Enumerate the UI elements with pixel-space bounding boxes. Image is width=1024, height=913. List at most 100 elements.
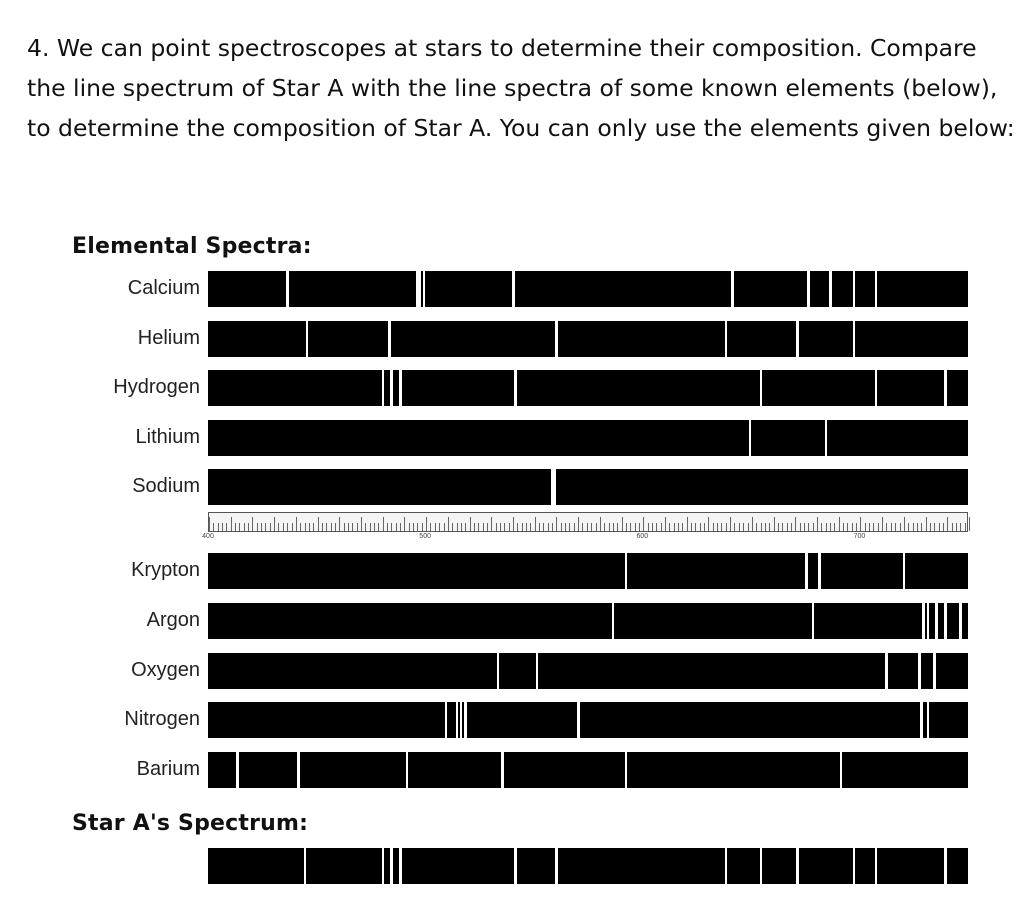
spectral-line	[388, 321, 391, 357]
spectral-line	[852, 271, 856, 307]
ruler-tick	[261, 523, 263, 531]
ruler-tick	[812, 523, 814, 531]
element-label: Nitrogen	[124, 708, 200, 730]
ruler-tick	[578, 517, 580, 531]
ruler-tick	[817, 517, 818, 531]
spectral-line	[731, 271, 734, 307]
ruler-tick	[777, 523, 779, 531]
ruler-tick	[864, 523, 866, 531]
ruler-tick	[955, 523, 957, 531]
spectral-line	[933, 653, 936, 689]
ruler-tick	[547, 523, 549, 531]
spectral-line	[852, 848, 856, 884]
spectral-line	[926, 702, 930, 738]
ruler-tick	[387, 523, 389, 531]
spectral-line	[416, 271, 419, 307]
ruler-tick	[365, 523, 367, 531]
ruler-tick	[252, 517, 254, 531]
ruler-tick	[725, 523, 727, 531]
spectral-line	[624, 553, 628, 589]
element-label: Hydrogen	[113, 376, 200, 398]
element-label: Helium	[137, 327, 200, 349]
ruler-tick	[738, 523, 740, 531]
spectral-line	[839, 752, 843, 788]
spectral-line	[501, 752, 504, 788]
ruler-tick	[621, 517, 623, 531]
ruler-tick	[256, 523, 258, 531]
ruler-label: 500	[419, 533, 431, 540]
ruler-tick	[473, 523, 475, 531]
ruler-label: 700	[853, 533, 866, 540]
ruler-tick	[287, 523, 289, 531]
spectral-line	[759, 370, 763, 406]
ruler-tick	[586, 523, 588, 531]
ruler-tick	[526, 523, 528, 531]
ruler-tick	[838, 517, 840, 531]
krypton-spectrum-bar	[208, 553, 968, 589]
spectral-line	[555, 321, 558, 357]
ruler-tick	[539, 523, 541, 531]
ruler-tick	[573, 523, 575, 531]
ruler-tick	[552, 523, 554, 531]
element-label: Lithium	[135, 426, 200, 448]
ruler-tick	[721, 523, 723, 531]
spectral-line	[918, 653, 921, 689]
elemental-spectra-title: Elemental Spectra:	[72, 234, 312, 259]
ruler-tick	[460, 523, 462, 531]
spectral-line	[624, 752, 628, 788]
ruler-tick	[782, 523, 784, 531]
ruler-tick	[834, 523, 836, 531]
spectral-line	[390, 370, 393, 406]
ruler-tick	[499, 523, 501, 531]
ruler-tick	[391, 523, 393, 531]
ruler-tick	[434, 523, 436, 531]
spectral-line	[514, 370, 517, 406]
ruler-tick	[274, 517, 276, 531]
spectral-line	[422, 271, 426, 307]
element-label: Sodium	[132, 475, 200, 497]
ruler-tick	[712, 523, 714, 531]
spectral-line	[455, 702, 459, 738]
helium-spectrum-bar	[208, 321, 968, 357]
question-text: 4. We can point spectroscopes at stars t…	[27, 34, 1015, 142]
ruler-tick	[591, 523, 593, 531]
ruler-tick	[378, 523, 380, 531]
ruler-tick	[339, 517, 341, 531]
ruler-tick	[882, 517, 884, 531]
ruler-tick	[400, 523, 402, 531]
ruler-tick	[764, 523, 766, 531]
ruler-tick	[873, 523, 875, 531]
spectral-line	[459, 702, 463, 738]
ruler-tick	[347, 523, 349, 531]
spectral-line	[305, 321, 309, 357]
ruler-tick	[426, 517, 428, 531]
ruler-tick	[565, 523, 567, 531]
spectral-line	[577, 702, 580, 738]
ruler-tick	[630, 523, 632, 531]
ruler-tick	[308, 523, 310, 531]
ruler-tick	[921, 523, 923, 531]
ruler-tick	[265, 523, 267, 531]
ruler-tick	[417, 523, 419, 531]
ruler-tick	[717, 523, 719, 531]
ruler-tick	[821, 523, 823, 531]
ruler-tick	[612, 523, 614, 531]
ruler-tick	[430, 523, 432, 531]
ruler-tick	[790, 523, 792, 531]
ruler-tick	[213, 523, 215, 531]
spectral-line	[944, 603, 947, 639]
ruler-tick	[656, 523, 658, 531]
ruler-tick	[343, 523, 345, 531]
spectral-line	[286, 271, 289, 307]
ruler-tick	[556, 517, 558, 531]
ruler-tick	[799, 523, 801, 531]
ruler-tick	[964, 523, 966, 531]
ruler-tick	[534, 517, 536, 531]
ruler-tick	[708, 517, 710, 531]
ruler-tick	[869, 523, 871, 531]
ruler-tick	[903, 517, 905, 531]
ruler-tick	[860, 517, 862, 531]
ruler-tick	[395, 523, 397, 531]
ruler-tick	[595, 523, 597, 531]
ruler-tick	[912, 523, 914, 531]
